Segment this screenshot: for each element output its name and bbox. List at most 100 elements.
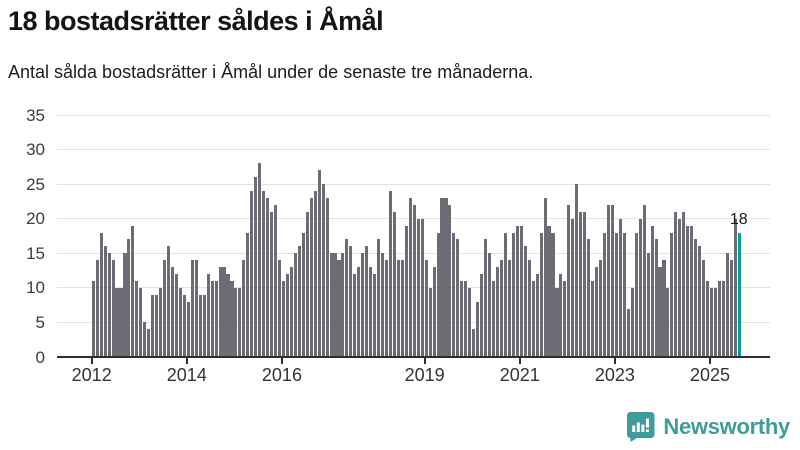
- bar: [674, 211, 678, 357]
- bar: [222, 267, 226, 357]
- bar: [384, 260, 389, 357]
- bar: [234, 287, 238, 357]
- bar: [400, 260, 404, 357]
- bar: [250, 191, 254, 357]
- bar: [163, 260, 167, 357]
- y-axis-label-35: 35: [26, 105, 45, 125]
- bar: [729, 260, 733, 357]
- bar: [155, 294, 159, 357]
- x-axis-line: [57, 356, 770, 358]
- bar: [670, 232, 674, 357]
- bar: [531, 280, 535, 357]
- bar: [638, 218, 642, 357]
- bar: [297, 246, 301, 357]
- bar: [392, 211, 396, 357]
- bar: [317, 170, 321, 357]
- bar: [270, 211, 274, 357]
- bar: [293, 253, 297, 357]
- bar: [626, 308, 630, 357]
- x-axis-label-2012: 2012: [71, 365, 112, 385]
- bar: [167, 246, 171, 357]
- bar: [709, 287, 714, 357]
- bar: [460, 280, 464, 357]
- bar: [226, 274, 230, 357]
- bar: [595, 267, 599, 357]
- bar: [721, 280, 725, 357]
- x-axis-label-2021: 2021: [499, 365, 540, 385]
- bar: [159, 287, 163, 357]
- bar: [147, 329, 151, 357]
- newsworthy-logo: Newsworthy: [626, 411, 790, 442]
- bar: [428, 287, 432, 357]
- x-axis-tick-2012: [90, 358, 93, 364]
- bar: [301, 232, 305, 357]
- x-axis-tick-2019: [423, 358, 426, 364]
- bar: [357, 267, 361, 357]
- bar: [436, 232, 440, 357]
- bar: [408, 197, 412, 357]
- bar: [444, 197, 448, 357]
- bar: [535, 274, 539, 357]
- bar: [333, 253, 337, 357]
- bar: [599, 260, 603, 357]
- bar: [456, 239, 460, 357]
- bar: [694, 239, 698, 357]
- x-axis-label-2019: 2019: [404, 365, 445, 385]
- bar: [214, 280, 218, 357]
- bar: [178, 287, 182, 357]
- bar: [313, 191, 317, 357]
- bar: [488, 253, 492, 357]
- bar: [559, 274, 563, 357]
- y-axis-label-30: 30: [26, 140, 45, 160]
- bar: [107, 253, 111, 357]
- bar: [321, 184, 325, 357]
- bar: [567, 204, 571, 357]
- bar: [551, 232, 555, 357]
- bar: [420, 218, 424, 357]
- bar: [702, 260, 706, 357]
- bar: [539, 232, 543, 357]
- bar: [571, 218, 575, 357]
- bar: [345, 239, 349, 357]
- y-axis-label-5: 5: [35, 312, 45, 332]
- bar: [476, 301, 480, 357]
- bar: [583, 211, 587, 357]
- bar: [654, 239, 658, 357]
- bar: [440, 197, 444, 357]
- bar: [91, 280, 95, 357]
- x-axis-label-2023: 2023: [594, 365, 635, 385]
- bar: [452, 232, 456, 357]
- bar: [686, 225, 690, 357]
- bar: [690, 225, 694, 357]
- bar: [527, 260, 531, 357]
- highlight-bar: [737, 232, 741, 357]
- bar: [381, 253, 385, 357]
- bar: [143, 322, 147, 357]
- bar: [202, 294, 206, 357]
- bar: [610, 204, 614, 357]
- bar: [396, 260, 400, 357]
- bar: [706, 280, 710, 357]
- bar: [472, 329, 476, 357]
- bar: [492, 280, 496, 357]
- x-axis-tick-2014: [185, 358, 188, 364]
- bar: [579, 211, 583, 357]
- bar: [305, 211, 309, 357]
- bar: [507, 260, 511, 357]
- bar: [262, 191, 266, 357]
- bar: [515, 225, 519, 357]
- chart-subtitle: Antal sålda bostadsrätter i Åmål under d…: [8, 62, 534, 82]
- logo-text: Newsworthy: [663, 413, 790, 439]
- bar: [432, 267, 436, 357]
- x-axis-tick-2023: [613, 358, 616, 364]
- bar: [416, 218, 420, 357]
- bar: [190, 260, 194, 357]
- bar: [650, 225, 654, 357]
- bar: [277, 260, 282, 357]
- bar: [353, 274, 357, 357]
- x-axis-label-2016: 2016: [261, 365, 302, 385]
- bar: [666, 287, 670, 357]
- bar: [119, 287, 123, 357]
- bar: [555, 287, 559, 357]
- bar: [289, 267, 293, 357]
